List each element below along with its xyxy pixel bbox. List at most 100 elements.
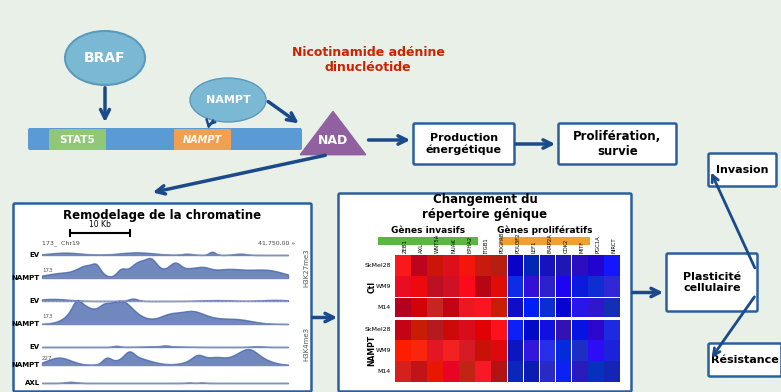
Bar <box>427 319 443 339</box>
Text: BRAF: BRAF <box>84 51 126 65</box>
Bar <box>411 255 427 276</box>
Text: WNT5A: WNT5A <box>435 234 440 253</box>
FancyBboxPatch shape <box>666 254 758 312</box>
Bar <box>378 237 478 245</box>
Bar <box>395 317 620 319</box>
Text: Prolifération,
survie: Prolifération, survie <box>573 130 662 158</box>
Text: EV: EV <box>30 298 40 304</box>
Bar <box>427 298 443 318</box>
Bar <box>556 276 572 298</box>
FancyBboxPatch shape <box>49 129 106 150</box>
Text: WM9: WM9 <box>376 348 391 353</box>
Bar <box>572 340 587 361</box>
Bar <box>443 276 459 298</box>
Text: EPHA2: EPHA2 <box>467 236 473 253</box>
Bar <box>556 361 572 382</box>
Text: H3K4me3: H3K4me3 <box>303 327 309 361</box>
Text: NUAK: NUAK <box>451 238 456 253</box>
Bar <box>556 298 572 318</box>
Bar <box>459 276 475 298</box>
Bar <box>588 340 604 361</box>
Text: NAMPT: NAMPT <box>12 275 40 281</box>
Text: MITF: MITF <box>580 241 585 253</box>
Bar <box>540 298 555 318</box>
Text: NAMPT: NAMPT <box>205 95 251 105</box>
Bar <box>411 340 427 361</box>
Bar <box>443 298 459 318</box>
Bar <box>523 255 540 276</box>
Bar <box>459 340 475 361</box>
Text: Nicotinamide adénine
dinucléotide: Nicotinamide adénine dinucléotide <box>291 46 444 74</box>
Text: M14: M14 <box>378 305 391 310</box>
Bar <box>411 361 427 382</box>
Bar <box>604 255 619 276</box>
Text: Gènes prolifératifs: Gènes prolifératifs <box>497 225 593 235</box>
Bar <box>395 276 411 298</box>
Bar <box>491 319 507 339</box>
Bar <box>588 298 604 318</box>
Bar <box>588 276 604 298</box>
Text: WM9: WM9 <box>376 284 391 289</box>
Text: PGC1A: PGC1A <box>596 235 601 253</box>
Bar <box>572 319 587 339</box>
Text: NAMPT: NAMPT <box>183 134 222 145</box>
Bar <box>523 276 540 298</box>
Bar <box>556 319 572 339</box>
Text: Production
énergétique: Production énergétique <box>426 133 502 155</box>
Text: SkMel28: SkMel28 <box>365 327 391 332</box>
Text: POU3F2: POU3F2 <box>515 232 520 253</box>
Text: PDGFRB: PDGFRB <box>500 232 505 253</box>
Text: Changement du
répertoire génique: Changement du répertoire génique <box>423 193 547 221</box>
Text: Invasion: Invasion <box>716 165 769 175</box>
Bar <box>556 255 572 276</box>
Bar <box>476 298 491 318</box>
Bar <box>491 276 507 298</box>
Bar <box>523 319 540 339</box>
Text: M14: M14 <box>378 369 391 374</box>
Ellipse shape <box>65 31 145 85</box>
Bar <box>523 340 540 361</box>
Text: AXL: AXL <box>25 380 40 386</box>
Bar <box>395 298 411 318</box>
Bar <box>500 237 590 245</box>
Bar <box>476 255 491 276</box>
FancyBboxPatch shape <box>558 123 676 165</box>
FancyBboxPatch shape <box>708 154 776 187</box>
Bar <box>443 319 459 339</box>
Bar <box>508 276 523 298</box>
Text: EV: EV <box>30 252 40 258</box>
Ellipse shape <box>190 78 266 122</box>
Text: ZEB1: ZEB1 <box>403 239 408 253</box>
Bar <box>443 340 459 361</box>
Bar <box>508 361 523 382</box>
FancyBboxPatch shape <box>28 128 302 150</box>
Bar <box>572 276 587 298</box>
Bar <box>540 276 555 298</box>
Bar <box>395 361 411 382</box>
FancyBboxPatch shape <box>13 203 312 392</box>
FancyBboxPatch shape <box>413 123 515 165</box>
Bar <box>491 361 507 382</box>
FancyBboxPatch shape <box>338 194 632 392</box>
FancyBboxPatch shape <box>708 343 781 376</box>
Bar <box>540 255 555 276</box>
Bar <box>427 255 443 276</box>
Bar <box>395 319 411 339</box>
Text: 173: 173 <box>42 314 52 319</box>
Bar <box>604 276 619 298</box>
Text: NAMPT: NAMPT <box>12 321 40 327</box>
Bar <box>491 255 507 276</box>
Bar <box>491 298 507 318</box>
Text: Plasticité
cellulaire: Plasticité cellulaire <box>683 272 741 293</box>
Bar <box>459 361 475 382</box>
Bar <box>604 319 619 339</box>
Bar <box>572 255 587 276</box>
Bar <box>508 340 523 361</box>
Text: CDK2: CDK2 <box>564 239 569 253</box>
Bar <box>443 361 459 382</box>
Text: Résistance: Résistance <box>711 355 779 365</box>
Text: 41,750,00 »: 41,750,00 » <box>258 241 295 245</box>
Bar <box>476 276 491 298</box>
Bar <box>443 255 459 276</box>
Bar <box>508 255 523 276</box>
